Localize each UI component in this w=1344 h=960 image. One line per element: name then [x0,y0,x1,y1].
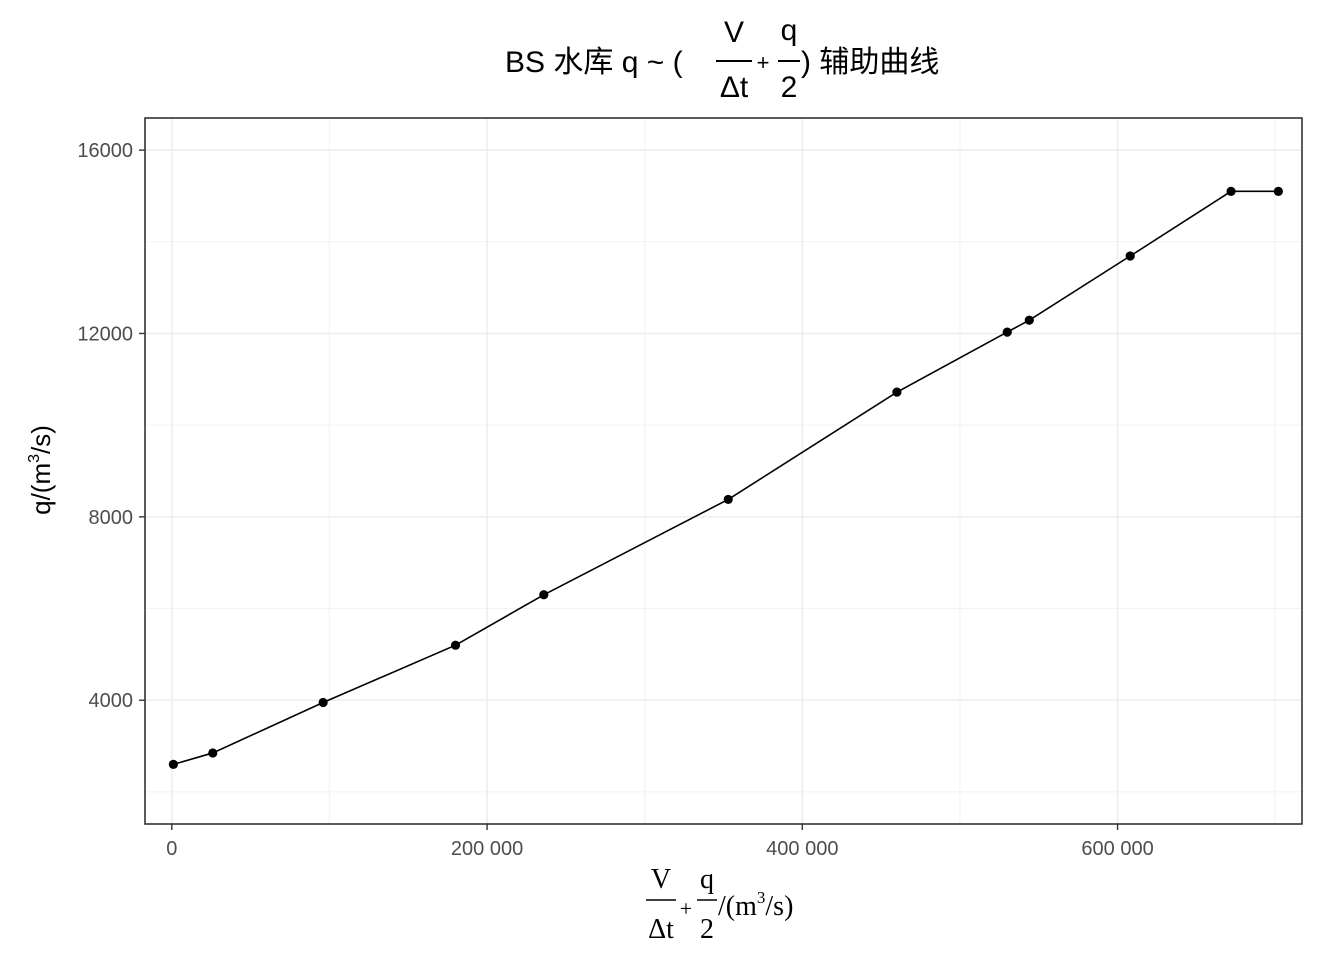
x-axis-unit: /(m3/s) [718,888,793,922]
x-tick-label: 600 000 [1081,838,1153,860]
x-tick-label: 0 [166,838,177,860]
ticks: 0 200 000 400 000 600 000 4000 8000 12000 16000 [77,140,1153,860]
data-point [1273,186,1283,196]
y-tick-label: 4000 [89,690,134,712]
chart-title-frac1-den: Δt [720,71,749,104]
y-axis-label-text: q/(m3/s) [26,425,56,515]
y-tick-label: 8000 [89,507,134,529]
data-point [1125,251,1135,261]
x-axis-frac2-num: q [700,864,714,895]
x-axis-unit-suffix: /s) [765,891,793,922]
data-point [539,590,549,600]
data-point [892,387,902,397]
y-axis-label-prefix: q/(m [26,463,56,515]
data-point [208,748,218,758]
chart-title-plus: + [757,50,770,75]
data-point [450,640,461,650]
x-axis-frac1-den: Δt [648,914,674,945]
x-axis-label: V Δt + q 2 /(m3/s) [646,864,793,945]
data-point [1024,315,1034,325]
data-point [1002,327,1012,337]
x-axis-unit-sup: 3 [757,888,766,907]
x-tick-label: 200 000 [451,838,523,860]
y-tick-label: 16000 [77,140,133,162]
x-axis-frac1-num: V [651,864,671,895]
y-axis-label-sup: 3 [26,454,43,463]
y-axis-label: q/(m3/s) [26,425,56,515]
data-point [1226,186,1236,196]
x-axis-frac2-den: 2 [700,914,714,945]
plot-border [144,117,1303,825]
chart-title-frac2-den: 2 [781,71,798,104]
chart-title-frac2-num: q [781,14,798,47]
x-tick-label: 400 000 [766,838,838,860]
x-axis-plus: + [680,896,692,921]
chart-title: BS 水库 q ~ ( V Δt + q 2 ) 辅助曲线 [505,14,939,104]
chart-title-frac1-num: V [724,16,744,49]
chart-title-prefix: BS 水库 q ~ ( [505,46,683,79]
y-axis-label-suffix: /s) [26,425,56,454]
series [168,186,1283,770]
chart-title-suffix: ) 辅助曲线 [801,46,939,79]
plot-panel [145,118,1302,824]
series-line [173,190,1279,766]
data-point [723,494,733,505]
data-point [318,697,328,708]
x-axis-unit-prefix: /(m [718,891,757,922]
data-point [168,759,178,770]
y-tick-label: 12000 [77,323,133,345]
grid [145,118,1302,824]
